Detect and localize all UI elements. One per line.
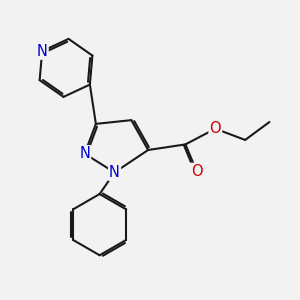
Text: N: N	[109, 165, 120, 180]
Text: N: N	[79, 146, 90, 161]
Text: O: O	[209, 121, 221, 136]
Text: N: N	[37, 44, 48, 59]
Text: O: O	[191, 164, 203, 179]
